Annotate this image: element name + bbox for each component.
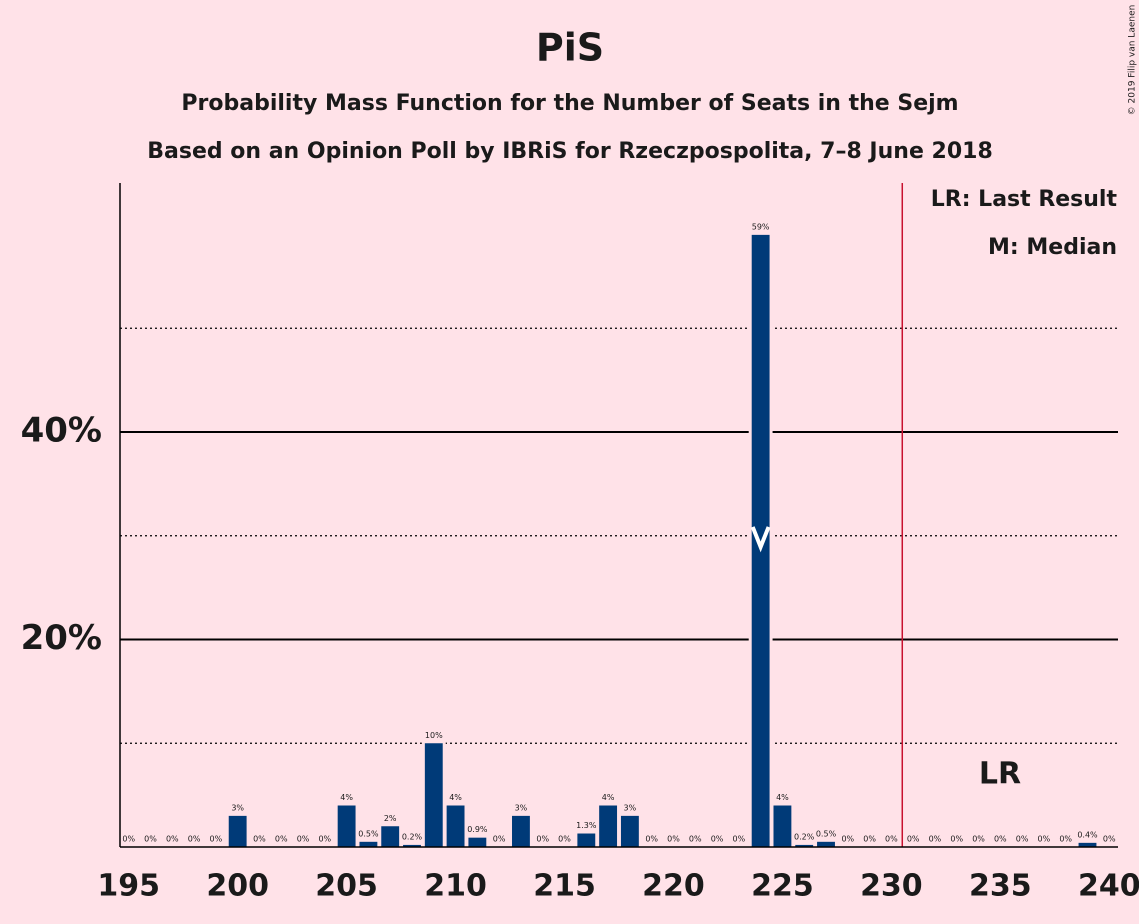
- data-label: 0%: [885, 835, 898, 844]
- chart-title: PiS: [536, 26, 604, 70]
- x-tick-label: 230: [860, 869, 923, 904]
- bar: [751, 234, 770, 847]
- bar: [337, 805, 356, 847]
- bar: [228, 815, 247, 847]
- data-label: 0%: [645, 835, 658, 844]
- data-label: 0%: [689, 835, 702, 844]
- bar: [512, 815, 530, 847]
- data-label: 0%: [972, 835, 985, 844]
- data-label: 0%: [950, 835, 963, 844]
- data-label: 0%: [929, 835, 942, 844]
- bar: [817, 841, 835, 847]
- x-tick-label: 235: [969, 869, 1032, 904]
- bar: [577, 833, 596, 847]
- data-label: 0%: [1059, 835, 1072, 844]
- data-label: 0%: [732, 835, 745, 844]
- data-label: 0%: [188, 835, 201, 844]
- data-label: 0%: [667, 835, 680, 844]
- data-label: 0%: [994, 835, 1007, 844]
- bar: [446, 805, 465, 847]
- bar: [359, 841, 378, 847]
- y-tick-label: 40%: [21, 411, 102, 451]
- data-label: 3%: [624, 803, 637, 812]
- data-label: 0%: [493, 835, 506, 844]
- data-label: 59%: [752, 222, 770, 231]
- x-tick-label: 215: [533, 869, 596, 904]
- bar: [468, 837, 487, 847]
- data-label: 0%: [275, 835, 288, 844]
- data-label: 0%: [711, 835, 724, 844]
- x-tick-label: 220: [642, 869, 705, 904]
- bar-gap: [400, 841, 424, 847]
- bar: [424, 743, 443, 847]
- data-label: 0.4%: [1077, 830, 1098, 839]
- data-label: 0%: [210, 835, 223, 844]
- bar: [403, 844, 421, 847]
- y-tick-label: 20%: [21, 618, 102, 658]
- median-marker: [750, 526, 771, 553]
- data-label: 0%: [1103, 835, 1116, 844]
- x-tick-label: 210: [424, 869, 487, 904]
- data-label: 0%: [122, 835, 135, 844]
- data-label: 0%: [1016, 835, 1029, 844]
- chart-subtitle: Probability Mass Function for the Number…: [181, 91, 958, 116]
- data-label: 3%: [515, 803, 528, 812]
- bar-gap: [792, 841, 817, 847]
- data-label: 4%: [340, 793, 353, 802]
- data-label: 2%: [384, 814, 397, 823]
- data-label: 0%: [1038, 835, 1051, 844]
- data-label: 10%: [425, 731, 443, 740]
- data-label: 4%: [449, 793, 462, 802]
- copyright: © 2019 Filip van Laenen: [1128, 5, 1138, 116]
- data-label: 0.2%: [794, 832, 815, 841]
- data-label: 1.3%: [576, 821, 597, 830]
- data-label: 0%: [863, 835, 876, 844]
- bar: [1078, 842, 1097, 847]
- bar: [620, 815, 639, 847]
- data-label: 3%: [231, 803, 244, 812]
- data-label: 0%: [253, 835, 266, 844]
- x-tick-label: 240: [1078, 869, 1139, 904]
- bar: [773, 805, 792, 847]
- x-tick-label: 200: [206, 869, 269, 904]
- data-label: 0%: [841, 835, 854, 844]
- data-label: 0%: [558, 835, 571, 844]
- last-result-label: LR: [979, 757, 1021, 792]
- data-label: 0%: [297, 835, 310, 844]
- data-label: 0.5%: [358, 829, 379, 838]
- legend-entry: LR: Last Result: [931, 187, 1118, 212]
- x-tick-label: 195: [97, 869, 160, 904]
- x-tick-label: 225: [751, 869, 814, 904]
- data-label: 0%: [907, 835, 920, 844]
- data-label: 0%: [536, 835, 549, 844]
- data-label: 0%: [318, 835, 331, 844]
- data-label: 0%: [144, 835, 157, 844]
- data-label: 0.2%: [402, 832, 423, 841]
- data-label: 0.9%: [467, 825, 488, 834]
- legend-entry: M: Median: [988, 235, 1117, 260]
- chart-subtitle: Based on an Opinion Poll by IBRiS for Rz…: [147, 139, 993, 164]
- data-label: 4%: [776, 793, 789, 802]
- bar: [381, 826, 400, 847]
- data-label: 0%: [166, 835, 179, 844]
- bar: [599, 805, 618, 847]
- data-label: 0.5%: [816, 829, 837, 838]
- data-label: 4%: [602, 793, 615, 802]
- x-tick-label: 205: [315, 869, 378, 904]
- bar: [795, 844, 814, 847]
